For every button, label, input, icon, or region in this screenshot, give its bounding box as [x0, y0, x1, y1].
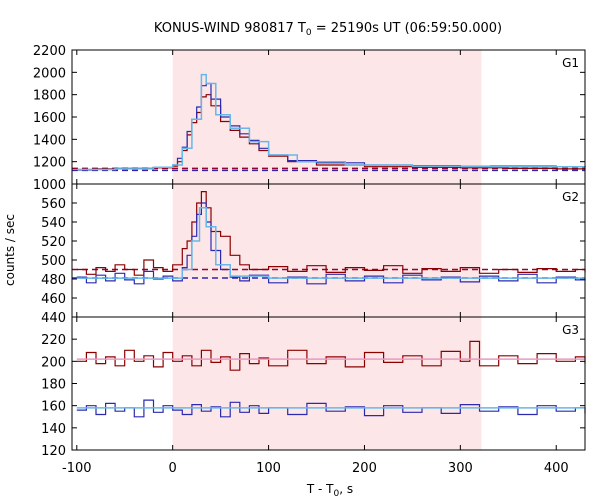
y-tick-label: 1800	[33, 89, 66, 104]
y-tick-label: 560	[41, 197, 66, 212]
series-light-blue	[76, 207, 585, 279]
y-tick-label: 460	[41, 292, 66, 307]
y-tick-label: 180	[41, 378, 66, 393]
panel-frame	[71, 316, 586, 451]
x-tick-label: 200	[352, 461, 377, 476]
panels-group: 1000 1200 1400 1600 1800 2000 2200 G1 440 460 480 5…	[33, 44, 586, 459]
y-tick-label: 480	[41, 273, 66, 288]
x-axis-label: T - T0, s	[306, 482, 353, 499]
y-tick-label: 160	[41, 400, 66, 415]
y-tick-label: 1200	[33, 156, 66, 171]
y-tick-label: 1000	[33, 178, 66, 193]
y-tick-label: 540	[41, 216, 66, 231]
series-light-blue	[76, 73, 586, 171]
series-blue	[76, 202, 586, 285]
y-tick-label: 500	[41, 254, 66, 269]
panel-g1: 1000 1200 1400 1600 1800 2000 2200 G1	[33, 44, 586, 193]
y-tick-label: 2200	[33, 44, 66, 59]
panel-g3: 120 140 160 180 200 220 G3	[41, 316, 586, 459]
panel-label: G2	[562, 190, 579, 204]
y-tick-label: 1600	[33, 111, 66, 126]
panel-label: G1	[562, 56, 579, 70]
y-axis-label: counts / sec	[3, 214, 17, 286]
y-tick-label: 140	[41, 422, 66, 437]
y-tick-label: 120	[41, 444, 66, 459]
y-tick-label: 200	[41, 355, 66, 370]
series-blue	[76, 399, 586, 418]
y-tick-label: 520	[41, 235, 66, 250]
chart-title: KONUS-WIND 980817 T0 = 25190s UT (06:59:…	[154, 21, 502, 38]
y-tick-label: 440	[41, 311, 66, 326]
x-tick-label: -100	[62, 461, 92, 476]
x-tick-labels: -100 0 100 200 300 400	[62, 461, 569, 476]
y-tick-label: 1400	[33, 133, 66, 148]
y-tick-label: 220	[41, 333, 66, 348]
x-tick-label: 300	[448, 461, 473, 476]
y-tick-label: 2000	[33, 66, 66, 81]
panel-label: G3	[562, 323, 579, 337]
x-tick-label: 400	[544, 461, 569, 476]
x-tick-label: 0	[169, 461, 177, 476]
series-red	[76, 340, 586, 371]
x-tick-label: 100	[256, 461, 281, 476]
